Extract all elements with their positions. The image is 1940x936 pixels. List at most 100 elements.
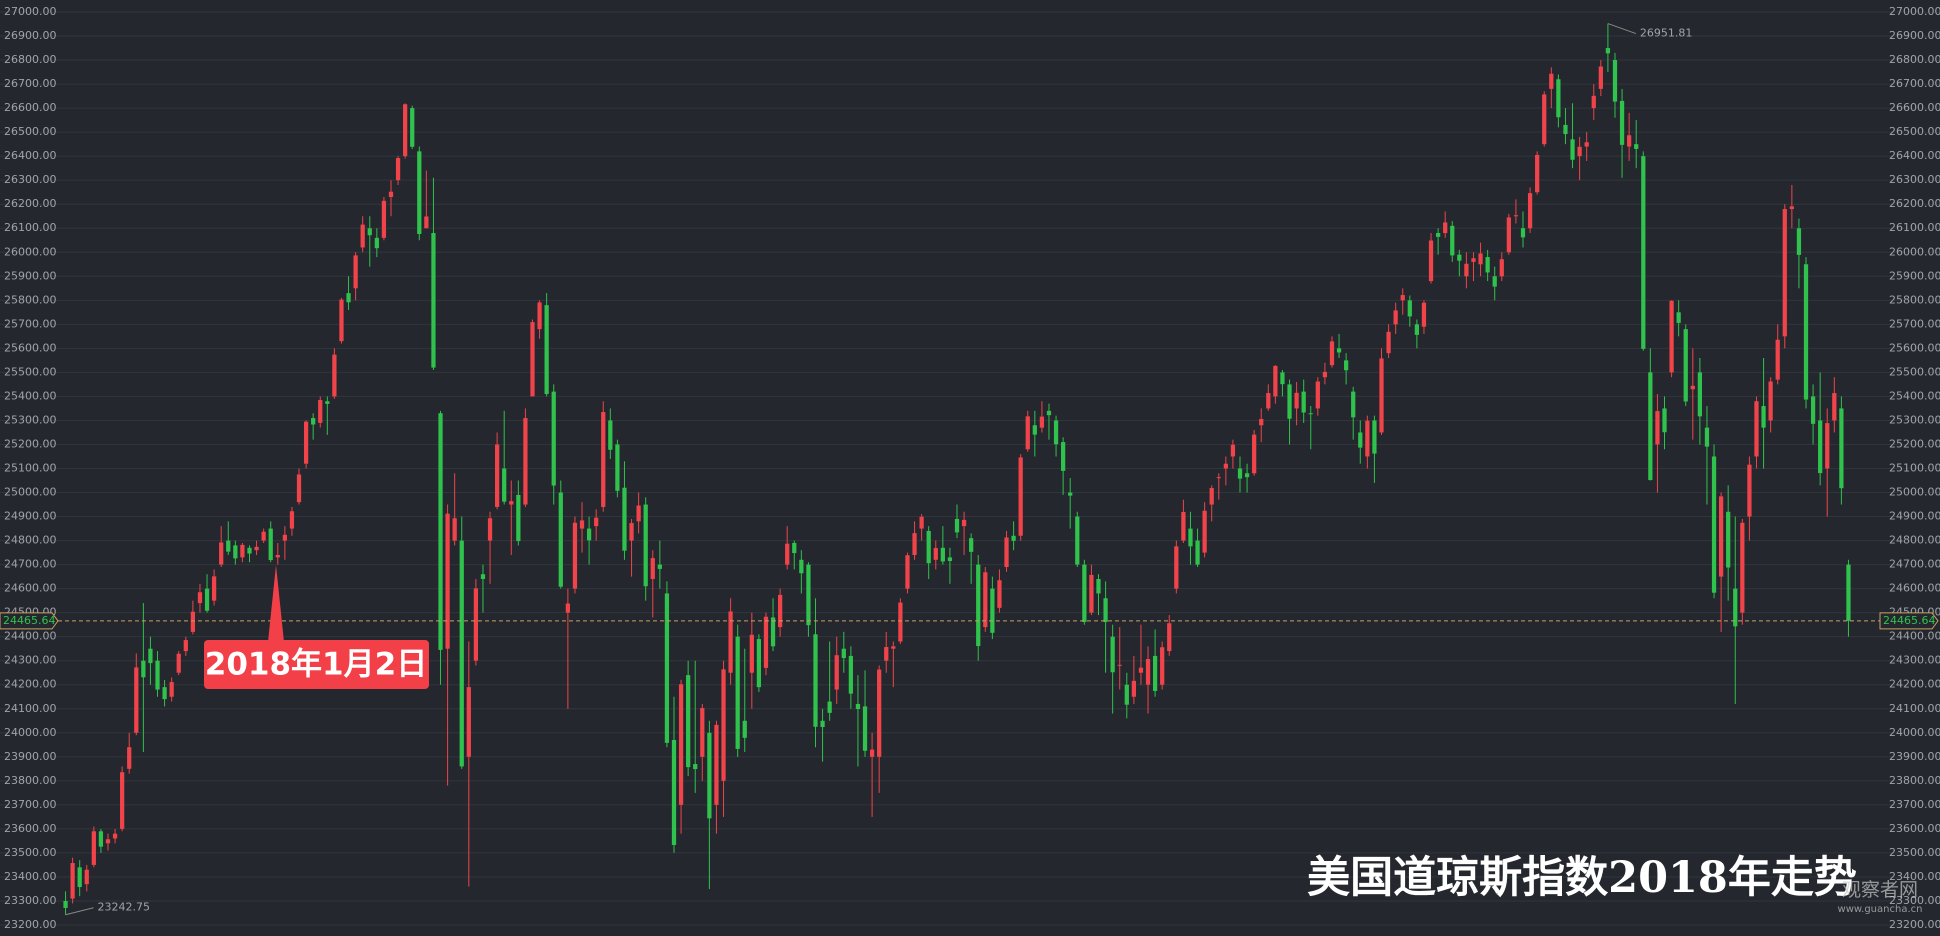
candle-body [1513,215,1519,217]
candle-body [1839,408,1844,489]
y-tick-label: 23500.00 [4,846,57,859]
candle-body [1669,300,1674,373]
candle-body [714,724,719,805]
candle-body [1322,371,1328,378]
y-tick-label: 26600.00 [4,101,57,114]
candle-body [190,611,196,632]
candle-body [1025,416,1030,450]
y2-tick-label: 24600.00 [1889,582,1940,595]
y2-tick-label: 26400.00 [1889,149,1940,162]
candle-body [473,588,479,661]
y-tick-label: 27000.00 [4,5,57,18]
candle-body [919,516,924,529]
candle-body [1598,66,1603,89]
candle-body [770,617,776,647]
y2-tick-label: 25700.00 [1889,317,1940,330]
candle-body [353,255,358,289]
last-price-tag [0,612,59,630]
callout-box [204,640,429,689]
candle-body [1379,358,1384,433]
candle-body [926,530,931,564]
candle-body [862,706,868,751]
candle-body [325,401,330,404]
candle-body [197,592,203,604]
candle-body [1782,209,1787,337]
candle-body [735,636,740,749]
candle-body [374,237,379,249]
candle-body [622,487,627,551]
candle-body [1138,667,1144,673]
candle-body [1400,295,1405,301]
y-tick-label: 24400.00 [4,630,57,643]
candle-body [1443,222,1448,234]
candle-body [869,749,875,757]
y2-tick-label: 23800.00 [1889,774,1940,787]
candle-body [1492,276,1497,287]
y-tick-label: 23600.00 [4,822,57,835]
candle-body [1174,546,1179,589]
candle-body [954,518,960,533]
candle-body [636,505,641,522]
candle-body [445,513,450,649]
watermark-url: www.guancha.cn [1838,904,1923,915]
y2-tick-label: 25100.00 [1889,462,1940,475]
candle-body [1351,391,1356,418]
candle-body [1237,468,1243,479]
candle-body [1011,535,1016,541]
candle-body [502,468,507,502]
candle-body [1414,324,1420,335]
y2-tick-label: 24900.00 [1889,510,1940,523]
candle-body [749,634,754,673]
y2-tick-label: 26800.00 [1889,53,1940,66]
candle-body [1075,516,1080,565]
candle-body [417,151,422,235]
candle-body [1527,193,1533,229]
min-pointer [65,907,94,916]
candle-body [912,533,917,555]
candle-body [586,528,592,541]
candle-body [1407,300,1412,317]
candle-body [148,648,153,664]
candle-body [1676,312,1681,323]
candle-body [452,518,457,541]
y-tick-label: 26700.00 [4,77,57,90]
candle-body [1329,341,1335,366]
candle-body [608,420,613,450]
candle-body [120,772,125,829]
candle-body [388,191,394,198]
candle-body [558,492,563,587]
candle-body [1450,225,1455,256]
candle-body [1506,217,1511,253]
candle-body [1216,477,1221,479]
candle-body [643,504,648,587]
y-tick-label: 23300.00 [4,894,57,907]
candle-body [77,867,82,888]
candle-body [1789,206,1794,210]
annotation: 2018年1月2日 [205,647,427,683]
candle-body [1457,254,1462,261]
candle-body [537,302,542,330]
candle-body [657,564,662,569]
candle-body [1131,680,1136,697]
candle-body [594,517,599,527]
candle-body [1803,264,1809,400]
candle-body [480,574,486,580]
candle-body [318,400,323,423]
candle-body [1315,381,1320,409]
candle-body [891,646,896,649]
candle-body [509,501,514,505]
y-tick-label: 26800.00 [4,53,57,66]
candle-body [1301,391,1306,413]
candle-body [487,518,493,541]
candle-body [63,900,68,908]
max-pointer [1607,23,1637,35]
y2-tick-label: 23900.00 [1889,750,1940,763]
y-tick-label: 23400.00 [4,870,57,883]
y-tick-label: 26100.00 [4,221,57,234]
candle-body [1485,257,1490,273]
candle-body [756,639,762,688]
y-tick-label: 25700.00 [4,317,57,330]
candle-body [1577,146,1582,157]
candle-body [1266,393,1271,409]
y-tick-label: 26400.00 [4,149,57,162]
